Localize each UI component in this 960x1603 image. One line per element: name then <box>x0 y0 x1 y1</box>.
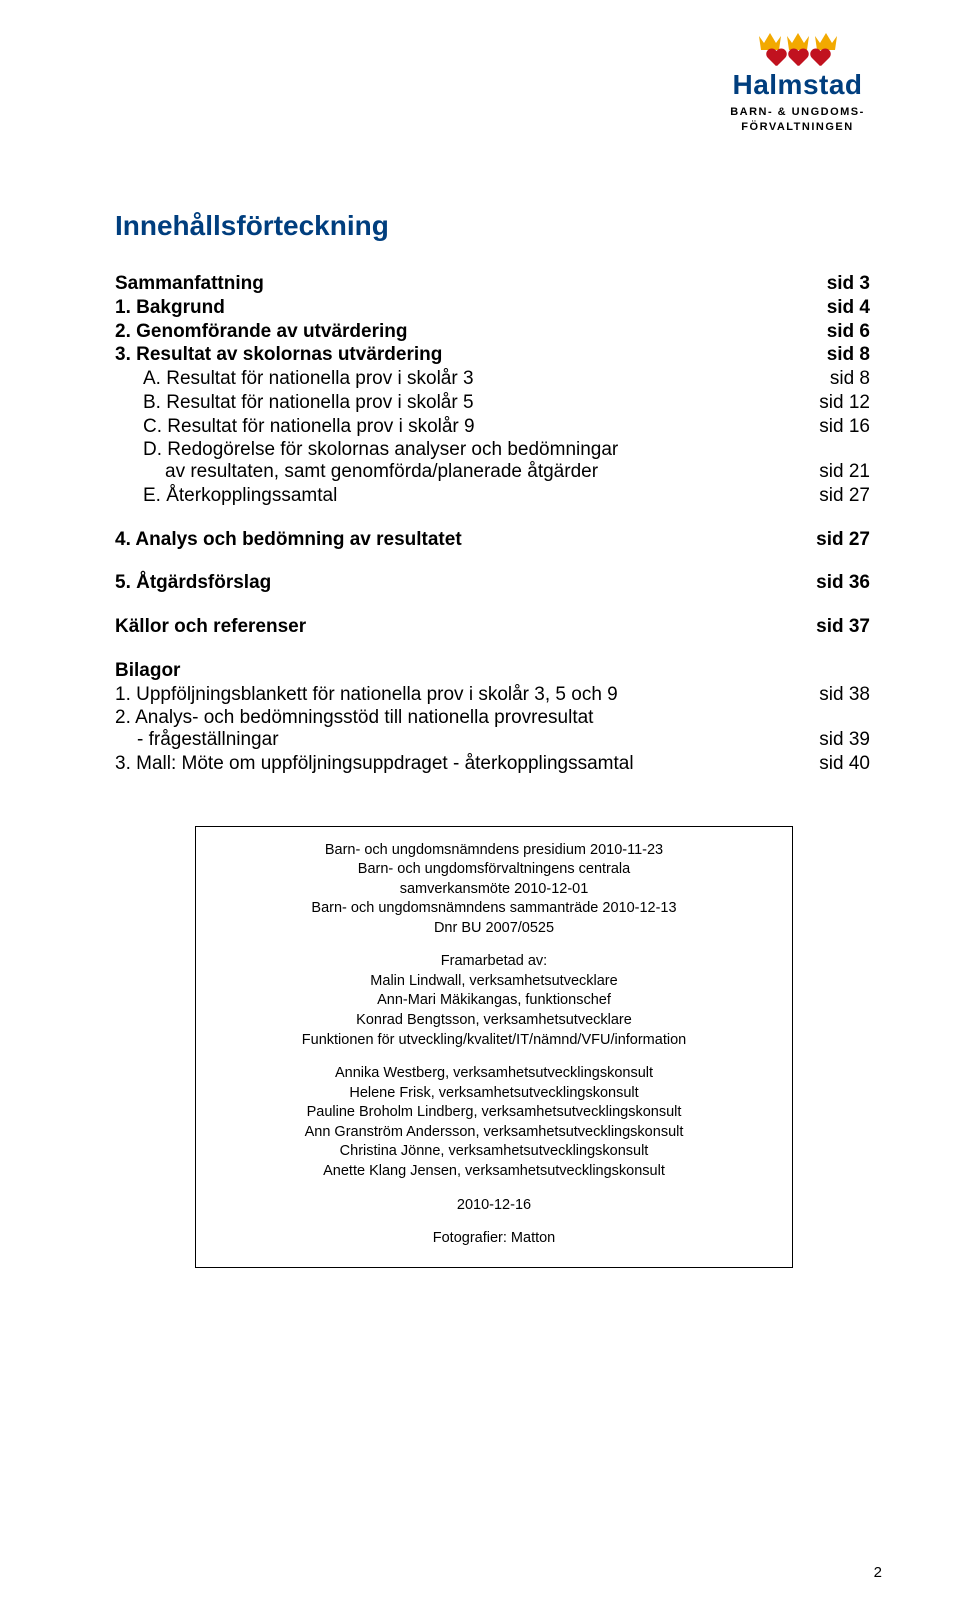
box-line: samverkansmöte 2010-12-01 <box>214 880 774 900</box>
heart-icon <box>766 49 786 67</box>
toc-label: A. Resultat för nationella prov i skolår… <box>115 367 830 391</box>
toc-page: sid 3 <box>827 272 870 296</box>
toc-label: 3. Resultat av skolornas utvärdering <box>115 343 827 367</box>
toc-page: sid 12 <box>819 391 870 415</box>
box-heading: Framarbetad av: <box>214 952 774 972</box>
page-title: Innehållsförteckning <box>115 210 870 242</box>
box-line: Barn- och ungdomsnämndens presidium 2010… <box>214 841 774 861</box>
box-line: Helene Frisk, verksamhetsutvecklingskons… <box>214 1084 774 1104</box>
toc-label: Källor och referenser <box>115 615 816 639</box>
toc-row: Källor och referenser sid 37 <box>115 615 870 639</box>
logo-wordmark: Halmstad <box>705 69 890 101</box>
box-line: Barn- och ungdomsförvaltningens centrala <box>214 860 774 880</box>
toc-page: sid 27 <box>819 484 870 508</box>
toc-page: sid 21 <box>819 460 870 484</box>
toc-page: sid 4 <box>827 296 870 320</box>
toc-page: sid 8 <box>827 343 870 367</box>
toc-row: Bilagor <box>115 659 870 683</box>
toc-label: av resultaten, samt genomförda/planerade… <box>115 460 819 484</box>
table-of-contents: Sammanfattning sid 3 1. Bakgrund sid 4 2… <box>115 272 870 776</box>
toc-page: sid 40 <box>819 752 870 776</box>
box-line: Pauline Broholm Lindberg, verksamhetsutv… <box>214 1103 774 1123</box>
toc-row: 1. Uppföljningsblankett för nationella p… <box>115 683 870 707</box>
toc-row: B. Resultat för nationella prov i skolår… <box>115 391 870 415</box>
toc-row: A. Resultat för nationella prov i skolår… <box>115 367 870 391</box>
toc-row: 2. Genomförande av utvärdering sid 6 <box>115 320 870 344</box>
toc-page: sid 38 <box>819 683 870 707</box>
heart-row <box>705 49 890 67</box>
toc-label: 4. Analys och bedömning av resultatet <box>115 528 816 552</box>
box-photos: Fotografier: Matton <box>214 1229 774 1249</box>
heart-icon <box>788 49 808 67</box>
box-line: Dnr BU 2007/0525 <box>214 919 774 939</box>
box-date: 2010-12-16 <box>214 1196 774 1216</box>
toc-row: 4. Analys och bedömning av resultatet si… <box>115 528 870 552</box>
box-consultants: Annika Westberg, verksamhetsutvecklingsk… <box>214 1064 774 1181</box>
box-line: Konrad Bengtsson, verksamhetsutvecklare <box>214 1011 774 1031</box>
box-line: Ann Granström Andersson, verksamhetsutve… <box>214 1123 774 1143</box>
toc-label: 5. Åtgärdsförslag <box>115 571 816 595</box>
toc-label: B. Resultat för nationella prov i skolår… <box>115 391 819 415</box>
toc-label: - frågeställningar <box>115 728 819 752</box>
toc-label: 1. Uppföljningsblankett för nationella p… <box>115 683 819 707</box>
toc-row: av resultaten, samt genomförda/planerade… <box>115 460 870 484</box>
toc-label: Bilagor <box>115 659 870 683</box>
heart-icon <box>810 49 830 67</box>
page-number: 2 <box>874 1564 882 1581</box>
page: Halmstad BARN- & UNGDOMS- FÖRVALTNINGEN … <box>0 0 960 1603</box>
info-box: Barn- och ungdomsnämndens presidium 2010… <box>195 826 793 1268</box>
logo-block: Halmstad BARN- & UNGDOMS- FÖRVALTNINGEN <box>705 30 890 135</box>
box-line: Barn- och ungdomsnämndens sammanträde 20… <box>214 899 774 919</box>
toc-page: sid 27 <box>816 528 870 552</box>
toc-row: 3. Resultat av skolornas utvärdering sid… <box>115 343 870 367</box>
toc-row: D. Redogörelse för skolornas analyser oc… <box>115 438 870 462</box>
toc-row: E. Återkopplingssamtal sid 27 <box>115 484 870 508</box>
toc-row: 3. Mall: Möte om uppföljningsuppdraget -… <box>115 752 870 776</box>
box-line: Ann-Mari Mäkikangas, funktionschef <box>214 991 774 1011</box>
toc-page: sid 37 <box>816 615 870 639</box>
toc-label: E. Återkopplingssamtal <box>115 484 819 508</box>
box-line: Malin Lindwall, verksamhetsutvecklare <box>214 972 774 992</box>
box-authors: Framarbetad av: Malin Lindwall, verksamh… <box>214 952 774 1050</box>
toc-label: D. Redogörelse för skolornas analyser oc… <box>115 438 870 462</box>
toc-label: C. Resultat för nationella prov i skolår… <box>115 415 819 439</box>
logo-subtext: BARN- & UNGDOMS- FÖRVALTNINGEN <box>705 105 890 135</box>
box-line: Anette Klang Jensen, verksamhetsutveckli… <box>214 1162 774 1182</box>
toc-label: 3. Mall: Möte om uppföljningsuppdraget -… <box>115 752 819 776</box>
toc-label: Sammanfattning <box>115 272 827 296</box>
toc-row: C. Resultat för nationella prov i skolår… <box>115 415 870 439</box>
toc-row: 1. Bakgrund sid 4 <box>115 296 870 320</box>
toc-row: 5. Åtgärdsförslag sid 36 <box>115 571 870 595</box>
box-line: Annika Westberg, verksamhetsutvecklingsk… <box>214 1064 774 1084</box>
toc-page: sid 16 <box>819 415 870 439</box>
toc-page: sid 6 <box>827 320 870 344</box>
box-meta: Barn- och ungdomsnämndens presidium 2010… <box>214 841 774 939</box>
toc-label: 2. Analys- och bedömningsstöd till natio… <box>115 706 870 730</box>
toc-page: sid 39 <box>819 728 870 752</box>
toc-row: 2. Analys- och bedömningsstöd till natio… <box>115 706 870 730</box>
logo-sub-line2: FÖRVALTNINGEN <box>705 120 890 135</box>
box-line: Christina Jönne, verksamhetsutvecklingsk… <box>214 1142 774 1162</box>
logo-sub-line1: BARN- & UNGDOMS- <box>705 105 890 120</box>
toc-page: sid 8 <box>830 367 870 391</box>
box-line: Funktionen för utveckling/kvalitet/IT/nä… <box>214 1031 774 1051</box>
toc-row: - frågeställningar sid 39 <box>115 728 870 752</box>
toc-label: 1. Bakgrund <box>115 296 827 320</box>
toc-label: 2. Genomförande av utvärdering <box>115 320 827 344</box>
toc-page: sid 36 <box>816 571 870 595</box>
toc-row: Sammanfattning sid 3 <box>115 272 870 296</box>
